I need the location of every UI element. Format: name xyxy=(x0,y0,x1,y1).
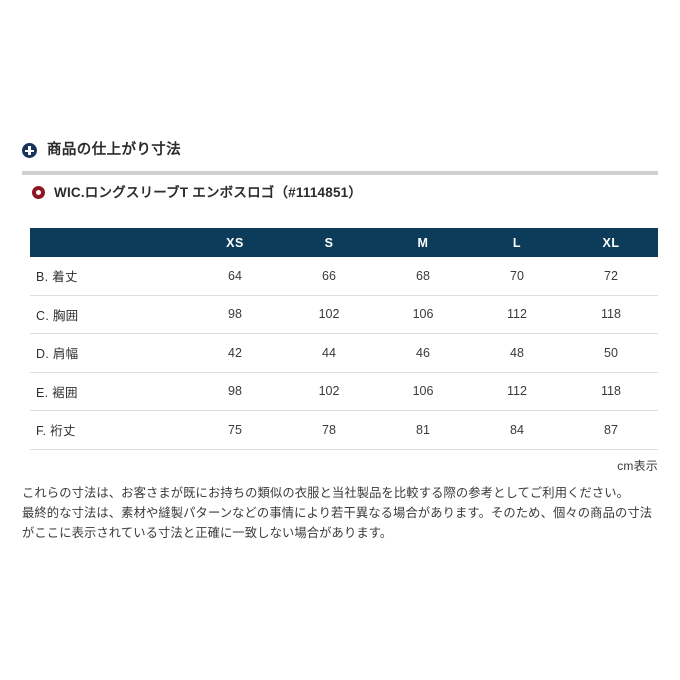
plus-circle-icon xyxy=(22,143,37,158)
table-row: F. 裄丈 75 78 81 84 87 xyxy=(30,410,658,450)
footnote: これらの寸法は、お客さまが既にお持ちの類似の衣服と当社製品を比較する際の参考とし… xyxy=(22,483,662,543)
row-label: F. 裄丈 xyxy=(30,410,188,450)
cell-value: 64 xyxy=(188,257,282,296)
cell-value: 72 xyxy=(564,257,658,296)
heading-divider xyxy=(22,171,658,175)
cell-value: 106 xyxy=(376,295,470,334)
column-header-l: L xyxy=(470,228,564,257)
footnote-line-1: これらの寸法は、お客さまが既にお持ちの類似の衣服と当社製品を比較する際の参考とし… xyxy=(22,486,630,500)
cell-value: 102 xyxy=(282,372,376,411)
table-row: E. 裾囲 98 102 106 112 118 xyxy=(30,372,658,411)
unit-note: cm表示 xyxy=(617,459,658,473)
cell-value: 81 xyxy=(376,410,470,450)
column-header-s: S xyxy=(282,228,376,257)
cell-value: 106 xyxy=(376,372,470,411)
cell-value: 118 xyxy=(564,372,658,411)
cell-value: 68 xyxy=(376,257,470,296)
product-title-label: WIC.ロングスリーブT エンボスロゴ（#1114851） xyxy=(54,185,363,200)
cell-value: 98 xyxy=(188,295,282,334)
row-label: C. 胸囲 xyxy=(30,295,188,334)
section-heading-label: 商品の仕上がり寸法 xyxy=(47,142,182,159)
cell-value: 75 xyxy=(188,410,282,450)
column-header-xs: XS xyxy=(188,228,282,257)
row-label: D. 肩幅 xyxy=(30,333,188,373)
cell-value: 87 xyxy=(564,410,658,450)
section-heading: 商品の仕上がり寸法 xyxy=(22,143,181,158)
table-row: B. 着丈 64 66 68 70 72 xyxy=(30,257,658,296)
column-header-xl: XL xyxy=(564,228,658,257)
row-label: E. 裾囲 xyxy=(30,372,188,411)
table-row: D. 肩幅 42 44 46 48 50 xyxy=(30,333,658,373)
column-header-m: M xyxy=(376,228,470,257)
footnote-line-2: 最終的な寸法は、素材や縫製パターンなどの事情により若干異なる場合があります。その… xyxy=(22,506,653,540)
cell-value: 98 xyxy=(188,372,282,411)
size-table: XS S M L XL B. 着丈 64 66 68 70 72 C. 胸囲 9… xyxy=(30,228,658,450)
product-title: WIC.ロングスリーブT エンボスロゴ（#1114851） xyxy=(32,186,362,200)
cell-value: 66 xyxy=(282,257,376,296)
cell-value: 118 xyxy=(564,295,658,334)
column-header-label xyxy=(30,228,188,257)
cell-value: 70 xyxy=(470,257,564,296)
cell-value: 42 xyxy=(188,333,282,373)
cell-value: 112 xyxy=(470,372,564,411)
cell-value: 112 xyxy=(470,295,564,334)
cell-value: 50 xyxy=(564,333,658,373)
cell-value: 84 xyxy=(470,410,564,450)
table-header-row: XS S M L XL xyxy=(30,228,658,257)
dot-circle-icon xyxy=(32,186,45,200)
cell-value: 46 xyxy=(376,333,470,373)
cell-value: 48 xyxy=(470,333,564,373)
cell-value: 44 xyxy=(282,333,376,373)
size-table-head: XS S M L XL xyxy=(30,228,658,257)
cell-value: 78 xyxy=(282,410,376,450)
cell-value: 102 xyxy=(282,295,376,334)
table-row: C. 胸囲 98 102 106 112 118 xyxy=(30,295,658,334)
row-label: B. 着丈 xyxy=(30,257,188,296)
size-table-body: B. 着丈 64 66 68 70 72 C. 胸囲 98 102 106 11… xyxy=(30,257,658,450)
